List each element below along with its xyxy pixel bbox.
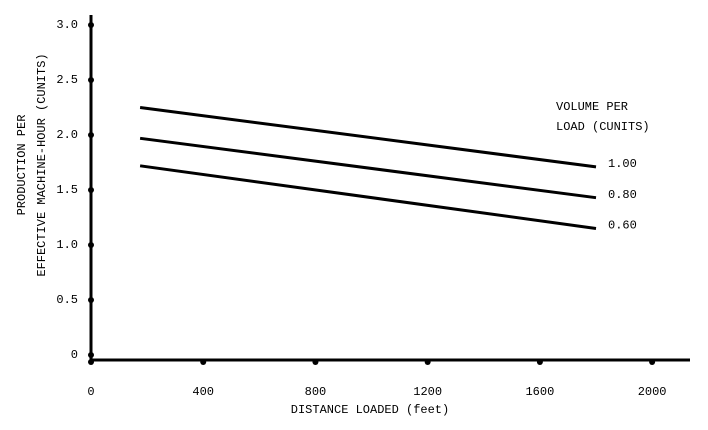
legend-title: LOAD (CUNITS) [556,120,650,134]
series-label: 0.80 [608,188,637,202]
y-tick [88,242,94,248]
x-tick [424,359,431,365]
x-tick [536,359,543,365]
legend-title: VOLUME PER [556,100,628,114]
y-tick-label: 0 [71,348,78,362]
y-tick [88,77,94,83]
y-tick-label: 1.0 [56,238,78,252]
y-axis-label: EFFECTIVE MACHINE-HOUR (CUNITS) [35,53,49,276]
y-tick-label: 0.5 [56,293,78,307]
x-axis-label: DISTANCE LOADED (feet) [291,403,449,417]
y-tick [88,352,94,358]
series-line [139,164,597,230]
series-label: 0.60 [608,219,637,233]
y-tick-label: 3.0 [56,18,78,32]
series-label: 1.00 [608,157,637,171]
x-tick [649,359,656,365]
x-tick [88,359,94,365]
y-tick-label: 2.0 [56,128,78,142]
y-tick-label: 1.5 [56,183,78,197]
y-tick [88,297,94,303]
x-tick [312,359,319,365]
x-tick-label: 0 [87,385,94,399]
x-tick-label: 400 [192,385,214,399]
x-tick-label: 1200 [413,385,442,399]
y-tick [88,132,94,138]
y-tick-label: 2.5 [56,73,78,87]
y-tick [88,187,94,193]
y-axis-label: PRODUCTION PER [15,115,29,216]
x-tick [200,359,207,365]
x-tick-label: 800 [305,385,327,399]
x-tick-label: 1600 [525,385,554,399]
x-tick-label: 2000 [638,385,667,399]
series-line [139,106,597,169]
series-line [139,136,597,200]
y-tick [88,22,94,28]
